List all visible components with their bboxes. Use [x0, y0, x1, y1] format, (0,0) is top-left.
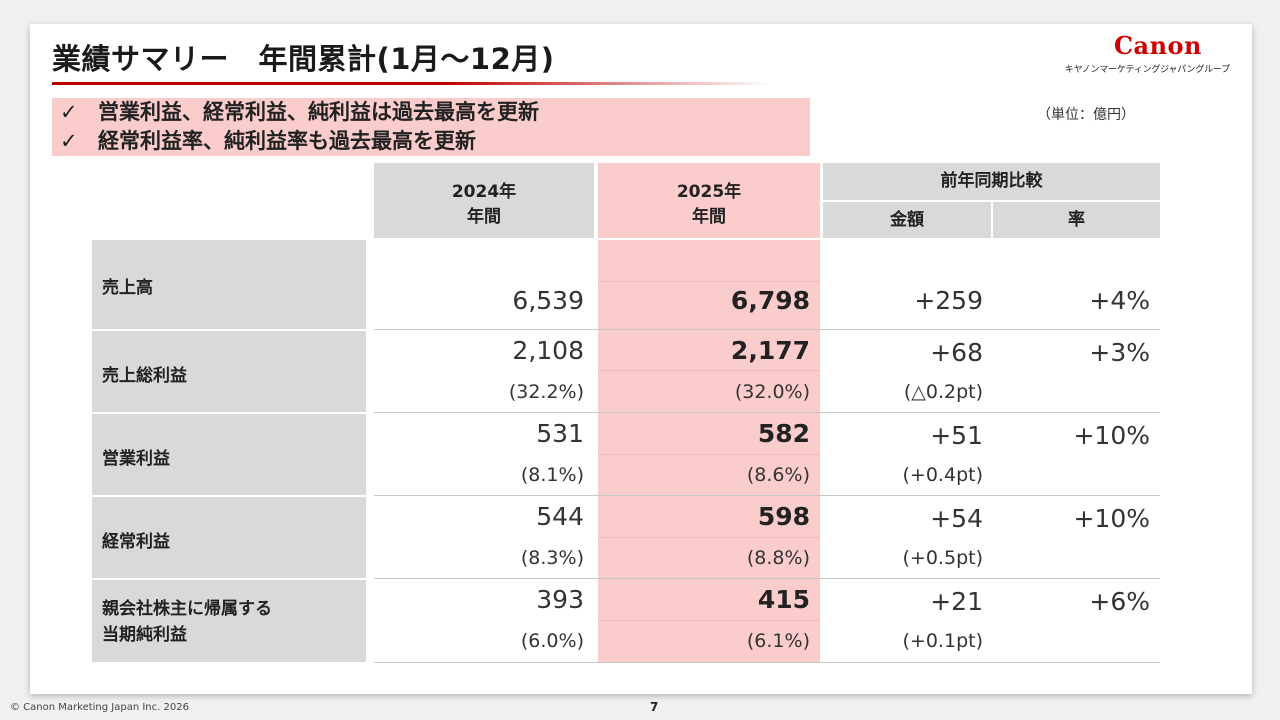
margin-2024: (8.1%) — [520, 464, 584, 486]
value-rate: +10% — [1073, 421, 1150, 450]
row-separator — [374, 578, 1160, 579]
logo-subtitle: キヤノンマーケティングジャパングループ — [1064, 65, 1230, 75]
value-diff: +51 — [930, 421, 983, 450]
canon-logo: Canon キヤノンマーケティングジャパングループ — [1060, 31, 1230, 76]
page-title: 業績サマリー 年間累計(1月～12月) — [52, 42, 555, 76]
value-2025: 582 — [757, 419, 810, 448]
checkmark-icon: ✓ — [60, 100, 78, 124]
value-diff: +68 — [930, 338, 983, 367]
row-label-text: 売上高 — [102, 278, 153, 298]
value-rate: +3% — [1089, 338, 1150, 367]
row-separator — [374, 662, 1160, 663]
row-label-gross-profit: 売上総利益 — [92, 331, 366, 412]
page-number: 7 — [650, 700, 659, 714]
row-label-ordinary-profit: 経常利益 — [92, 497, 366, 578]
value-2025: 2,177 — [730, 336, 810, 365]
row-label-operating-profit: 営業利益 — [92, 414, 366, 495]
row-label-text: 営業利益 — [102, 449, 170, 469]
highlights-box: ✓ 営業利益、経常利益、純利益は過去最高を更新 ✓ 経常利益率、純利益率も過去最高を… — [52, 98, 810, 156]
value-diff: +54 — [930, 504, 983, 533]
margin-diff: (+0.5pt) — [902, 547, 983, 569]
highlight-text: 営業利益、経常利益、純利益は過去最高を更新 — [98, 100, 539, 124]
margin-2025: (32.0%) — [734, 381, 810, 403]
logo-mark: Canon — [1113, 31, 1202, 60]
row-separator — [374, 329, 1160, 330]
value-rate: +10% — [1073, 504, 1150, 533]
margin-2025: (6.1%) — [746, 630, 810, 652]
header-amount: 金額 — [823, 202, 991, 238]
value-2024: 6,539 — [512, 286, 584, 315]
header-2024: 2024年 年間 — [374, 163, 594, 238]
value-2024: 2,108 — [512, 336, 584, 365]
unit-label: （単位：億円） — [1037, 107, 1135, 123]
cell-divider — [598, 537, 820, 538]
value-2024: 544 — [536, 502, 584, 531]
checkmark-icon: ✓ — [60, 129, 78, 153]
row-label-net-profit: 親会社株主に帰属する 当期純利益 — [92, 580, 366, 662]
row-separator — [374, 412, 1160, 413]
row-label-text: 経常利益 — [102, 532, 170, 552]
header-2025-period: 年間 — [692, 207, 726, 227]
col-2025-highlight — [598, 240, 820, 662]
margin-2025: (8.8%) — [746, 547, 810, 569]
header-yoy: 前年同期比較 — [823, 163, 1160, 200]
header-2025-year: 2025年 — [676, 182, 742, 202]
cell-divider — [598, 281, 820, 282]
row-label-text: 売上総利益 — [102, 366, 187, 386]
margin-diff: (△0.2pt) — [903, 381, 983, 403]
highlight-text: 経常利益率、純利益率も過去最高を更新 — [98, 129, 476, 153]
highlight-item: ✓ 営業利益、経常利益、純利益は過去最高を更新 — [52, 98, 810, 127]
cell-divider — [598, 454, 820, 455]
row-separator — [374, 495, 1160, 496]
header-2024-period: 年間 — [467, 207, 501, 227]
value-rate: +4% — [1089, 286, 1150, 315]
margin-diff: (+0.4pt) — [902, 464, 983, 486]
cell-divider — [598, 370, 820, 371]
slide: 業績サマリー 年間累計(1月～12月) Canon キヤノンマーケティングジャパ… — [30, 24, 1252, 694]
title-underline — [52, 82, 770, 85]
header-rate: 率 — [993, 202, 1160, 238]
value-2025: 598 — [757, 502, 810, 531]
value-2025: 415 — [757, 585, 810, 614]
highlight-item: ✓ 経常利益率、純利益率も過去最高を更新 — [52, 127, 810, 156]
margin-2024: (32.2%) — [508, 381, 584, 403]
value-rate: +6% — [1089, 587, 1150, 616]
value-diff: +259 — [914, 286, 983, 315]
margin-diff: (+0.1pt) — [902, 630, 983, 652]
row-label-sales: 売上高 — [92, 240, 366, 329]
header-2025: 2025年 年間 — [598, 163, 820, 238]
value-2024: 531 — [536, 419, 584, 448]
header-2024-year: 2024年 — [451, 182, 517, 202]
row-label-text: 当期純利益 — [102, 625, 187, 645]
margin-2025: (8.6%) — [746, 464, 810, 486]
value-2025: 6,798 — [730, 286, 810, 315]
margin-2024: (8.3%) — [520, 547, 584, 569]
value-diff: +21 — [930, 587, 983, 616]
value-2024: 393 — [536, 585, 584, 614]
copyright: © Canon Marketing Japan Inc. 2026 — [10, 702, 189, 713]
cell-divider — [598, 620, 820, 621]
margin-2024: (6.0%) — [520, 630, 584, 652]
row-label-text: 親会社株主に帰属する — [102, 599, 272, 619]
